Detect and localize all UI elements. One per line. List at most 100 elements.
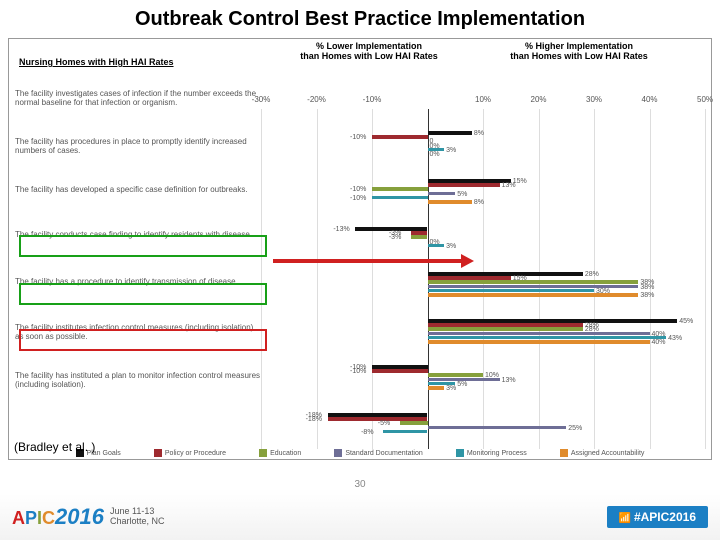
value-label: 25%: [568, 425, 582, 432]
value-label: 5%: [457, 191, 467, 198]
bar-education: [428, 373, 484, 377]
grid-line: [539, 109, 540, 449]
value-label: 8%: [474, 130, 484, 137]
bar-policy: [372, 369, 428, 373]
bar-accountability: [428, 386, 445, 390]
legend-swatch: [456, 449, 464, 457]
bar-plan: [428, 272, 583, 276]
bar-policy: [428, 276, 511, 280]
legend-label: Monitoring Process: [467, 450, 527, 457]
value-label: -10%: [350, 186, 366, 193]
bar-accountability: [428, 200, 472, 204]
tick-label: -10%: [363, 95, 382, 104]
value-label: 38%: [640, 292, 654, 299]
bar-policy: [372, 135, 428, 139]
row-label: The facility investigates cases of infec…: [15, 89, 265, 107]
legend-item: Education: [259, 449, 301, 457]
value-label: 43%: [668, 335, 682, 342]
bar-stddoc: [428, 426, 567, 430]
tick-label: -20%: [307, 95, 326, 104]
value-label: 40%: [652, 339, 666, 346]
value-label: 3%: [446, 385, 456, 392]
bar-policy: [411, 231, 428, 235]
tick-label: 10%: [475, 95, 491, 104]
value-label: -5%: [378, 420, 390, 427]
value-label: 45%: [679, 318, 693, 325]
bar-policy: [428, 323, 583, 327]
bar-education: [400, 421, 428, 425]
bars-zone: -30%-20%-10%10%20%30%40%50%8%-10%00%3%0%…: [261, 109, 707, 449]
value-label: -18%: [306, 416, 322, 423]
legend-label: Policy or Procedure: [165, 450, 226, 457]
bar-plan: [328, 413, 428, 417]
tick-label: 40%: [641, 95, 657, 104]
value-label: 8%: [474, 199, 484, 206]
tick-label: 30%: [586, 95, 602, 104]
value-label: 13%: [502, 377, 516, 384]
row-label: The facility has instituted a plan to mo…: [15, 371, 265, 389]
slide-title: Outbreak Control Best Practice Implement…: [0, 0, 720, 35]
bar-policy: [428, 183, 500, 187]
value-label: 38%: [640, 284, 654, 291]
value-label: -8%: [361, 429, 373, 436]
legend-swatch: [560, 449, 568, 457]
bar-monitoring: [428, 244, 445, 248]
value-label: 3%: [446, 147, 456, 154]
value-label: 28%: [585, 271, 599, 278]
value-label: -3%: [389, 234, 401, 241]
footer-date2: Charlotte, NC: [110, 517, 165, 527]
tick-label: 20%: [530, 95, 546, 104]
value-label: -13%: [333, 226, 349, 233]
value-label: -10%: [350, 134, 366, 141]
citation: (Bradley et al. ): [14, 440, 95, 454]
value-label: 13%: [502, 182, 516, 189]
legend-swatch: [334, 449, 342, 457]
bar-monitoring: [428, 336, 667, 340]
footer-logo: APIC2016 June 11-13 Charlotte, NC: [12, 504, 165, 530]
legend-item: Standard Documentation: [334, 449, 422, 457]
grid-line: [705, 109, 706, 449]
highlight-box: [19, 329, 267, 351]
footer-hashtag: 📶 #APIC2016: [607, 506, 708, 528]
bar-accountability: [428, 340, 650, 344]
chart-subtitle: Nursing Homes with High HAI Rates: [19, 57, 174, 67]
highlight-box: [19, 283, 267, 305]
bar-plan: [428, 319, 678, 323]
legend-label: Education: [270, 450, 301, 457]
legend-item: Assigned Accountability: [560, 449, 645, 457]
legend: Plan GoalsPolicy or ProcedureEducationSt…: [59, 449, 661, 457]
bar-monitoring: [428, 289, 595, 293]
value-label: 0%: [430, 151, 440, 158]
bar-plan: [428, 131, 472, 135]
bar-education: [411, 235, 428, 239]
bar-stddoc: [428, 192, 456, 196]
value-label: 3%: [446, 243, 456, 250]
grid-line: [594, 109, 595, 449]
legend-item: Monitoring Process: [456, 449, 527, 457]
row-label: The facility has procedures in place to …: [15, 137, 265, 155]
legend-label: Standard Documentation: [345, 450, 422, 457]
grid-line: [317, 109, 318, 449]
bar-education: [372, 187, 428, 191]
value-label: -10%: [350, 368, 366, 375]
legend-item: Policy or Procedure: [154, 449, 226, 457]
bar-education: [428, 327, 583, 331]
tick-label: 50%: [697, 95, 713, 104]
page-number: 30: [354, 479, 365, 490]
footer: APIC2016 June 11-13 Charlotte, NC 📶 #API…: [0, 494, 720, 540]
bar-stddoc: [428, 332, 650, 336]
col-header-right: % Higher Implementationthan Homes with L…: [499, 41, 659, 62]
bar-education: [428, 280, 639, 284]
highlight-box: [19, 235, 267, 257]
bar-plan: [372, 365, 428, 369]
value-label: 5%: [457, 381, 467, 388]
bar-monitoring: [372, 196, 428, 200]
bar-accountability: [428, 293, 639, 297]
chart-container: Nursing Homes with High HAI Rates % Lowe…: [8, 38, 712, 460]
bar-monitoring: [383, 430, 427, 434]
col-header-left: % Lower Implementationthan Homes with Lo…: [289, 41, 449, 62]
grid-line: [372, 109, 373, 449]
legend-label: Assigned Accountability: [571, 450, 645, 457]
arrow-icon: [273, 252, 475, 270]
legend-swatch: [154, 449, 162, 457]
